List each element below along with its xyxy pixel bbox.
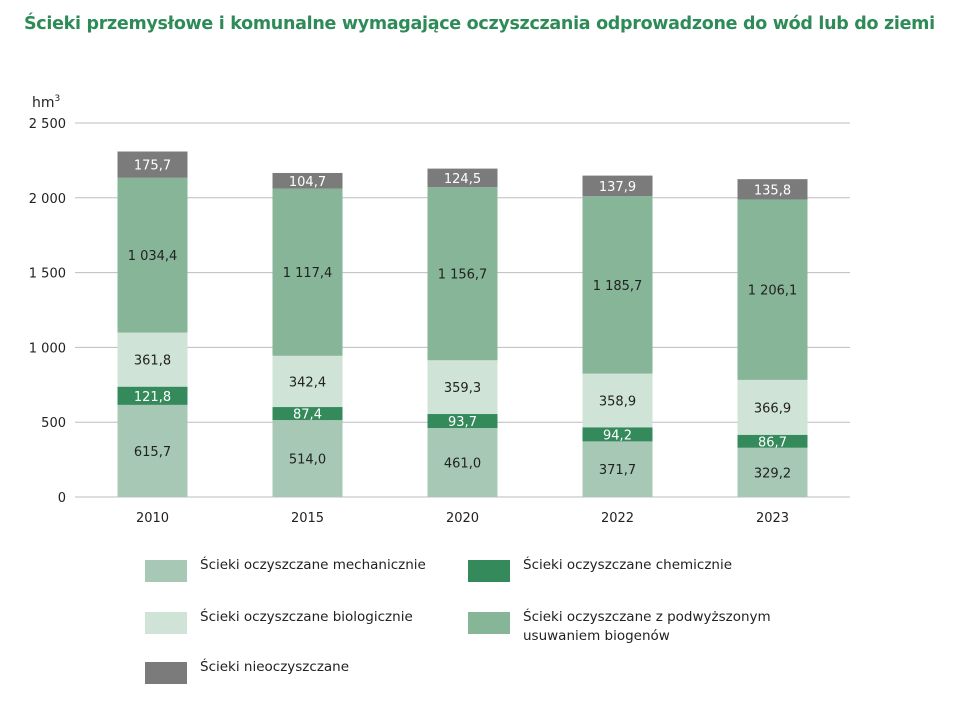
legend-label: Ścieki oczyszczane biologicznie xyxy=(200,607,413,625)
bar-segment xyxy=(582,196,653,374)
y-tick-label: 2 500 xyxy=(29,117,66,132)
y-tick-label: 1 500 xyxy=(29,267,66,282)
data-label: 329,2 xyxy=(754,466,791,481)
bar-segment xyxy=(582,175,653,197)
bar-segment xyxy=(737,447,808,497)
legend-item: Ścieki nieoczyszczane xyxy=(145,657,349,684)
x-tick-label: 2010 xyxy=(136,511,169,526)
data-label: 615,7 xyxy=(134,445,171,460)
bar-segment xyxy=(427,428,498,497)
legend-item: Ścieki oczyszczane z podwyższonym usuwani… xyxy=(468,607,771,644)
bar-segment xyxy=(272,172,343,189)
chart-title: Ścieki przemysłowe i komunalne wymagając… xyxy=(24,14,935,34)
legend-item: Ścieki oczyszczane chemicznie xyxy=(468,555,732,582)
data-label: 1 185,7 xyxy=(593,279,643,294)
bar-segment xyxy=(737,434,808,448)
bar-segment xyxy=(117,404,188,497)
data-label: 358,9 xyxy=(599,394,636,409)
x-tick-label: 2020 xyxy=(446,511,479,526)
data-label: 104,7 xyxy=(289,175,326,190)
bar-segment xyxy=(272,407,343,421)
legend-label: Ścieki oczyszczane z podwyższonym xyxy=(523,607,771,625)
bar-segment xyxy=(117,332,188,387)
data-label: 361,8 xyxy=(134,354,171,369)
x-tick-label: 2022 xyxy=(601,511,634,526)
data-label: 135,8 xyxy=(754,183,791,198)
legend-label: usuwaniem biogenów xyxy=(523,628,670,644)
bar-segment xyxy=(272,355,343,408)
data-label: 1 156,7 xyxy=(438,268,488,283)
legend-item: Ścieki oczyszczane mechanicznie xyxy=(145,555,426,582)
y-axis-unit: hm3 xyxy=(32,94,60,111)
bar-segment xyxy=(117,177,188,333)
legend-swatch xyxy=(468,560,510,582)
bar-segment xyxy=(427,168,498,188)
y-tick-label: 500 xyxy=(41,416,66,431)
bar-segment xyxy=(582,373,653,428)
legend-swatch xyxy=(145,560,187,582)
data-label: 175,7 xyxy=(134,159,171,174)
data-label: 93,7 xyxy=(448,415,477,430)
legend-swatch xyxy=(145,662,187,684)
data-label: 366,9 xyxy=(754,401,791,416)
bar-segment xyxy=(737,199,808,380)
data-label: 1 034,4 xyxy=(128,249,178,264)
bar-segment xyxy=(427,187,498,361)
data-label: 1 117,4 xyxy=(283,266,333,281)
data-label: 87,4 xyxy=(293,408,322,423)
bar-segment xyxy=(272,420,343,497)
legend-swatch xyxy=(468,612,510,634)
y-tick-label: 2 000 xyxy=(29,192,66,207)
data-label: 86,7 xyxy=(758,435,787,450)
data-label: 1 206,1 xyxy=(748,284,798,299)
bar-segment xyxy=(427,414,498,429)
legend-label: Ścieki oczyszczane chemicznie xyxy=(523,555,732,573)
data-label: 342,4 xyxy=(289,375,326,390)
data-label: 514,0 xyxy=(289,453,326,468)
data-label: 461,0 xyxy=(444,457,481,472)
data-label: 359,3 xyxy=(444,381,481,396)
data-label: 371,7 xyxy=(599,463,636,478)
legend-swatch xyxy=(145,612,187,634)
data-label: 137,9 xyxy=(599,180,636,195)
bar-segment xyxy=(737,179,808,200)
x-tick-label: 2015 xyxy=(291,511,324,526)
data-label: 94,2 xyxy=(603,428,632,443)
data-label: 121,8 xyxy=(134,390,171,405)
legend-label: Ścieki oczyszczane mechanicznie xyxy=(200,555,426,573)
bar-segment xyxy=(427,360,498,415)
bar-segment xyxy=(272,188,343,356)
bar-segment xyxy=(582,427,653,442)
bar-segment xyxy=(117,151,188,178)
legend-label: Ścieki nieoczyszczane xyxy=(200,657,349,675)
data-label: 124,5 xyxy=(444,172,481,187)
bar-segment xyxy=(117,386,188,405)
y-tick-label: 1 000 xyxy=(29,341,66,356)
x-tick-label: 2023 xyxy=(756,511,789,526)
bar-segment xyxy=(737,379,808,435)
bar-segment xyxy=(582,441,653,497)
y-tick-label: 0 xyxy=(58,491,66,506)
legend-item: Ścieki oczyszczane biologicznie xyxy=(145,607,413,634)
